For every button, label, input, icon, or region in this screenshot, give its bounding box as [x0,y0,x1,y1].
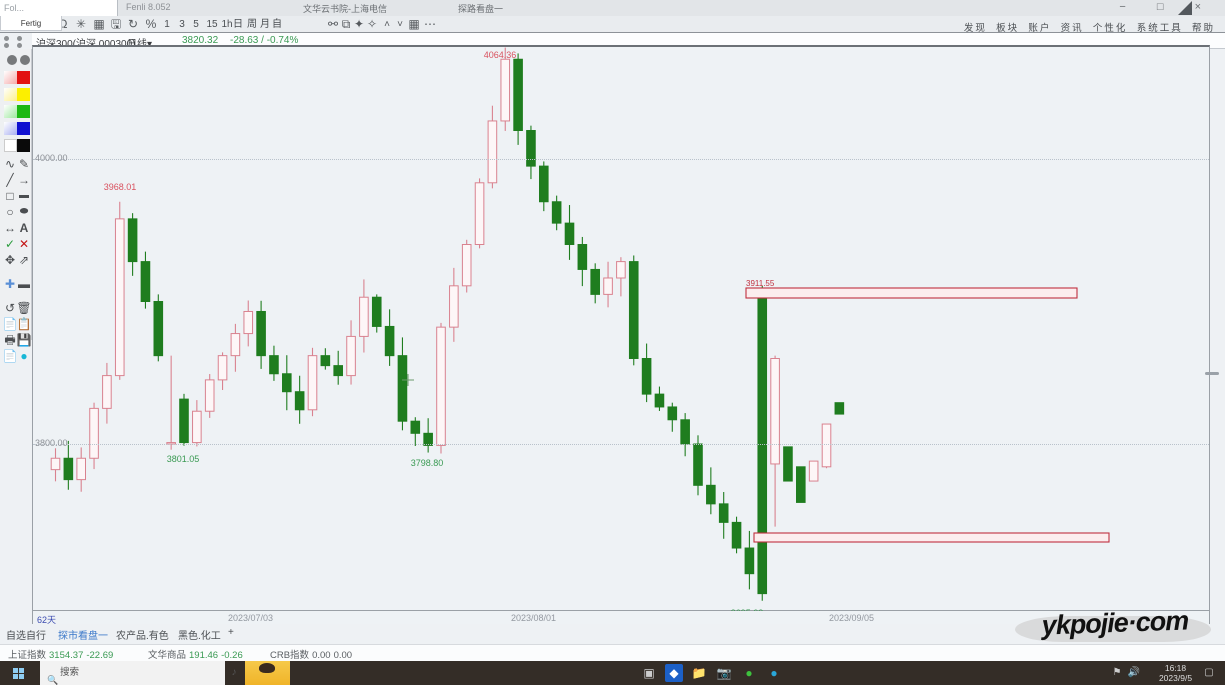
svg-text:3968.01: 3968.01 [104,182,137,192]
svg-text:3801.05: 3801.05 [167,454,200,464]
svg-text:3798.80: 3798.80 [411,458,444,468]
svg-text:4064.36: 4064.36 [484,50,517,60]
svg-text:3911.55: 3911.55 [746,279,775,288]
